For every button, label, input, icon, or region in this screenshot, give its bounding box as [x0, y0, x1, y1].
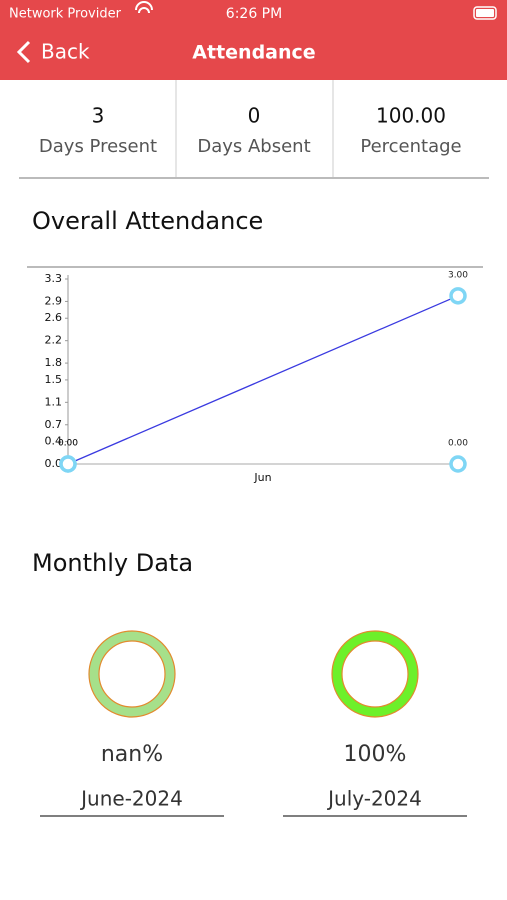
line-series	[67, 295, 459, 465]
donut-outline	[331, 630, 419, 718]
month-name: June-2024	[79, 787, 183, 811]
time: 6:26 PM	[226, 6, 282, 22]
x-tick-label: Jun	[253, 471, 271, 484]
stat-label: Days Present	[39, 136, 157, 157]
data-label: 0.00	[58, 439, 78, 449]
stat-label: Days Absent	[197, 136, 310, 157]
data-point	[449, 287, 467, 305]
y-tick-label: 1.5	[45, 373, 63, 386]
y-tick-label: 2.9	[45, 294, 63, 307]
data-point	[449, 455, 467, 473]
y-tick-label: 2.6	[45, 311, 63, 324]
section-heading: Monthly Data	[32, 549, 193, 577]
header-bg	[0, 0, 507, 80]
donut	[89, 631, 175, 717]
donut-outline	[341, 640, 409, 708]
y-tick-label: 0.4	[45, 435, 63, 448]
month-percent: nan%	[101, 742, 163, 767]
donut-outline	[98, 640, 166, 708]
back-icon[interactable]	[16, 40, 31, 64]
stat-value: 100.00	[376, 104, 446, 128]
section-heading: Overall Attendance	[32, 207, 263, 235]
donut	[332, 631, 418, 717]
data-label: 0.00	[448, 439, 468, 449]
battery-level	[476, 9, 494, 17]
wifi-icon	[135, 1, 153, 14]
month-name: July-2024	[326, 787, 422, 811]
back-button[interactable]: Back	[41, 40, 90, 64]
data-point	[59, 455, 77, 473]
data-label: 0.00	[58, 439, 78, 449]
stat-value: 0	[248, 104, 261, 128]
y-tick-label: 0.0	[45, 457, 63, 470]
y-tick-label: 0.7	[45, 418, 63, 431]
donut-outline	[88, 630, 176, 718]
carrier: Network Provider	[9, 7, 122, 22]
month-percent: 100%	[344, 742, 407, 767]
y-tick-label: 1.8	[45, 356, 63, 369]
stat-label: Percentage	[360, 136, 461, 157]
data-label: 3.00	[448, 270, 468, 280]
battery	[473, 6, 497, 20]
stat-value: 3	[92, 104, 105, 128]
y-tick-label: 3.3	[45, 272, 63, 285]
nav-title: Attendance	[192, 42, 315, 64]
y-tick-label: 2.2	[45, 334, 63, 347]
y-tick-label: 1.1	[45, 395, 63, 408]
